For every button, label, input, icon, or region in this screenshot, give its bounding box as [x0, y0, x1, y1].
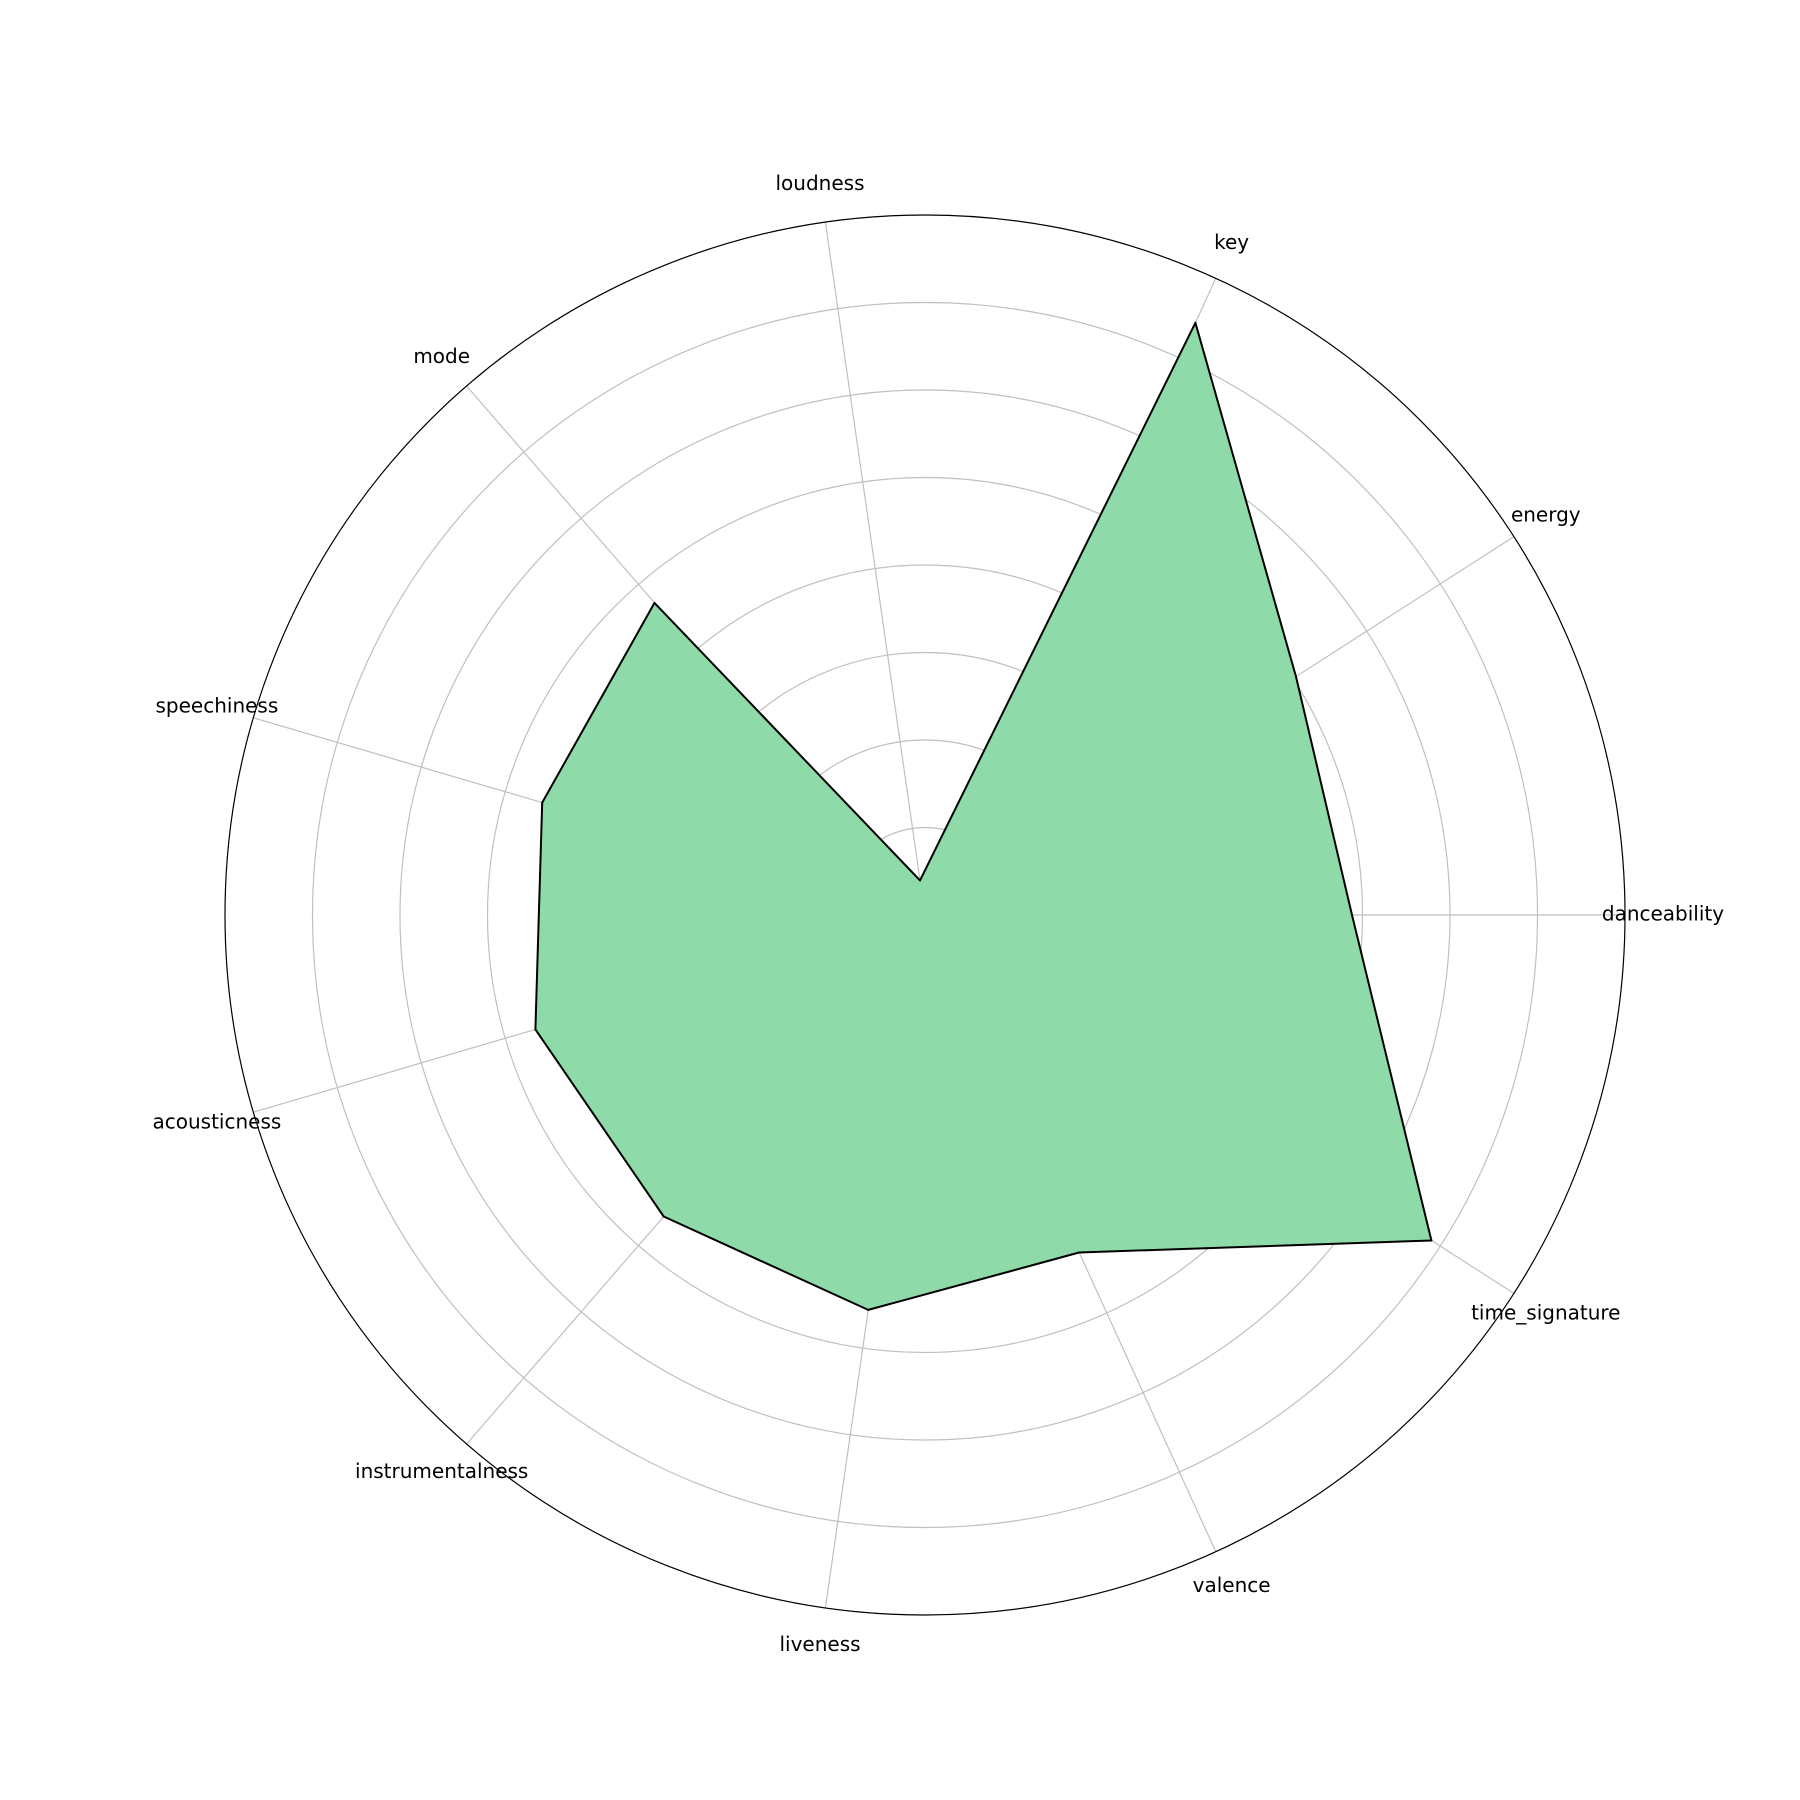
- data-point-time_signature: [1430, 1239, 1433, 1242]
- axis-label-instrumentalness: instrumentalness: [355, 1459, 528, 1483]
- axis-label-mode: mode: [413, 344, 470, 368]
- data-point-loudness: [919, 879, 921, 882]
- axis-label-danceability: danceability: [1602, 902, 1724, 926]
- data-point-acousticness: [534, 1028, 537, 1031]
- axis-label-loudness: loudness: [776, 171, 865, 195]
- axis-label-acousticness: acousticness: [152, 1109, 281, 1133]
- axis-label-energy: energy: [1511, 503, 1581, 527]
- axis-label-time_signature: time_signature: [1471, 1301, 1620, 1325]
- data-point-key: [1194, 321, 1197, 324]
- series: [534, 321, 1433, 1311]
- series-area-0: [534, 321, 1433, 1311]
- data-point-energy: [1295, 675, 1297, 678]
- data-point-valence: [1078, 1251, 1081, 1254]
- axis-labels: danceability energy key loudness mode speechi…: [152, 171, 1724, 1656]
- outer-circle: [224, 214, 1626, 1616]
- data-point-instrumentalness: [662, 1215, 665, 1218]
- axis-label-speechiness: speechiness: [156, 694, 279, 718]
- data-point-danceability: [1351, 914, 1353, 916]
- spoke-loudness: [824, 222, 926, 916]
- axis-label-key: key: [1214, 230, 1249, 254]
- data-point-mode: [653, 601, 656, 604]
- data-point-liveness: [867, 1308, 870, 1311]
- outer-frame: [224, 214, 1626, 1616]
- axis-label-valence: valence: [1193, 1573, 1271, 1597]
- data-point-speechiness: [541, 801, 544, 804]
- axis-label-liveness: liveness: [779, 1632, 860, 1656]
